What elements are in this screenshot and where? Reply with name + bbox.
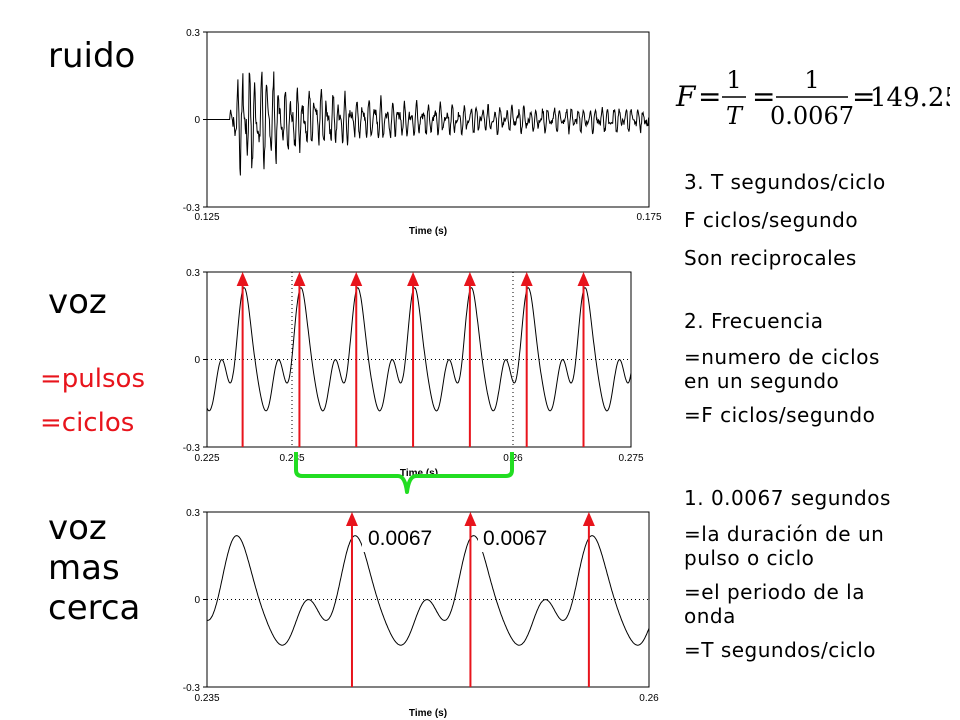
chart-voz-ytick-label: 0.3 xyxy=(186,268,200,279)
formula-frac2-num: 1 xyxy=(804,66,819,94)
chart-voz-xtick-label: 0.275 xyxy=(618,453,643,464)
pulse-arrow-head xyxy=(407,272,420,286)
pulse-arrow-head xyxy=(464,512,477,526)
label-voz-cerca-line2: mas xyxy=(48,548,120,588)
chart-ruido-frame xyxy=(206,31,650,208)
period-label-a: 0.0067 xyxy=(368,527,432,550)
label-voz-cerca-line3: cerca xyxy=(48,588,141,628)
chart-voz-pulse-arrows xyxy=(236,272,590,447)
note-3-title: 3. T segundos/ciclo xyxy=(684,170,886,194)
chart-voz-cerca-xtick-label: 0.235 xyxy=(194,693,219,704)
chart-ruido-signal xyxy=(207,71,650,176)
note-1-line3b: onda xyxy=(684,604,736,628)
period-label-b: 0.0067 xyxy=(483,527,547,550)
period-label-bg xyxy=(362,522,460,552)
label-pulsos: =pulsos xyxy=(40,364,145,394)
note-frequency: 2. Frecuencia =numero de ciclos en un se… xyxy=(684,309,880,427)
pulse-arrow-head xyxy=(582,512,595,526)
chart-voz-cerca-xlabel: Time (s) xyxy=(409,708,447,719)
chart-voz-cerca-xtick-label: 0.26 xyxy=(639,693,659,704)
chart-ruido-xtick-label: 0.175 xyxy=(636,212,661,223)
formula-equals: = xyxy=(698,80,721,113)
note-3-line2: F ciclos/segundo xyxy=(684,208,859,232)
label-voz-cerca: voz mas cerca xyxy=(48,508,140,628)
chart-ruido-ytick-label: 0 xyxy=(194,115,200,126)
chart-voz-cerca-signal xyxy=(207,535,650,646)
note-2-line3: =F ciclos/segundo xyxy=(684,403,876,427)
period-brace xyxy=(294,452,514,494)
chart-voz-cerca-ytick-label: 0.3 xyxy=(186,508,200,519)
frequency-formula: F = 1 T = 1 0.0067 = 149.25 xyxy=(675,66,950,130)
label-ciclos: =ciclos xyxy=(40,408,135,438)
note-2-title: 2. Frecuencia xyxy=(684,309,824,333)
formula-equals: = xyxy=(852,80,875,113)
formula-frac1-den: T xyxy=(726,102,744,130)
formula-frac1-num: 1 xyxy=(726,66,741,94)
formula-frac2-den: 0.0067 xyxy=(770,102,854,130)
chart-ruido: 0.3 0 -0.3 0.125 0.175 Time (s) xyxy=(183,28,662,237)
chart-ruido-xtick-label: 0.125 xyxy=(194,212,219,223)
pulse-arrow-head xyxy=(577,272,590,286)
formula-lhs: F xyxy=(675,80,697,113)
note-reciprocal: 3. T segundos/ciclo F ciclos/segundo Son… xyxy=(684,170,886,270)
label-voz-cerca-line1: voz xyxy=(48,508,107,548)
pulse-arrow-head xyxy=(236,272,249,286)
chart-voz-cerca: 0.3 0 -0.3 0.235 0.26 Time (s) 0.0067 0.… xyxy=(183,508,659,719)
note-2-line2a: =numero de ciclos xyxy=(684,345,880,369)
chart-voz-xtick-label: 0.225 xyxy=(194,453,219,464)
pulse-arrow-head xyxy=(293,272,306,286)
note-period: 1. 0.0067 segundos =la duración de un pu… xyxy=(684,486,891,662)
pulse-arrow-head xyxy=(345,512,358,526)
formula-result: 149.25 xyxy=(870,83,950,113)
note-1-title: 1. 0.0067 segundos xyxy=(684,486,891,510)
chart-voz: 0.3 0 -0.3 0.225 0.235 0.26 0.275 Time (… xyxy=(183,268,644,479)
chart-ruido-ytick-label: 0.3 xyxy=(186,28,200,39)
note-1-line2a: =la duración de un xyxy=(684,522,885,546)
label-voz: voz xyxy=(48,282,107,322)
pulse-arrow-head xyxy=(350,272,363,286)
note-1-line3a: =el periodo de la xyxy=(684,580,865,604)
period-label-bg xyxy=(478,522,578,552)
note-3-line3: Son reciprocales xyxy=(684,246,857,270)
chart-voz-signal xyxy=(206,287,632,412)
pulse-arrow-head xyxy=(520,272,533,286)
chart-voz-cerca-ytick-label: 0 xyxy=(194,595,200,606)
chart-voz-xtick-label: 0.235 xyxy=(279,453,304,464)
chart-ruido-ytick-label: -0.3 xyxy=(183,203,201,214)
chart-voz-ytick-label: 0 xyxy=(194,355,200,366)
chart-voz-ytick-label: -0.3 xyxy=(183,443,201,454)
note-1-line2b: pulso o ciclo xyxy=(684,546,815,570)
chart-voz-cerca-ytick-label: -0.3 xyxy=(183,683,201,694)
formula-equals: = xyxy=(752,80,775,113)
chart-voz-cerca-pulse-arrows xyxy=(345,512,595,687)
chart-voz-xlabel: Time (s) xyxy=(400,468,438,479)
note-1-line4: =T segundos/ciclo xyxy=(684,638,877,662)
label-ruido: ruido xyxy=(48,36,136,76)
note-2-line2b: en un segundo xyxy=(684,369,840,393)
pulse-arrow-head xyxy=(463,272,476,286)
chart-ruido-xlabel: Time (s) xyxy=(409,226,447,237)
